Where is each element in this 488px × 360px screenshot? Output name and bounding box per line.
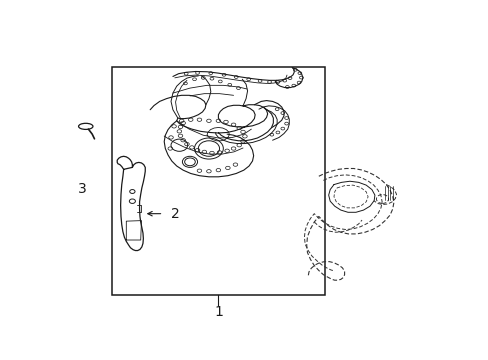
Text: 3: 3 [78, 182, 87, 196]
Text: 1: 1 [214, 305, 223, 319]
Text: 2: 2 [171, 207, 180, 221]
Bar [112, 67, 324, 296]
